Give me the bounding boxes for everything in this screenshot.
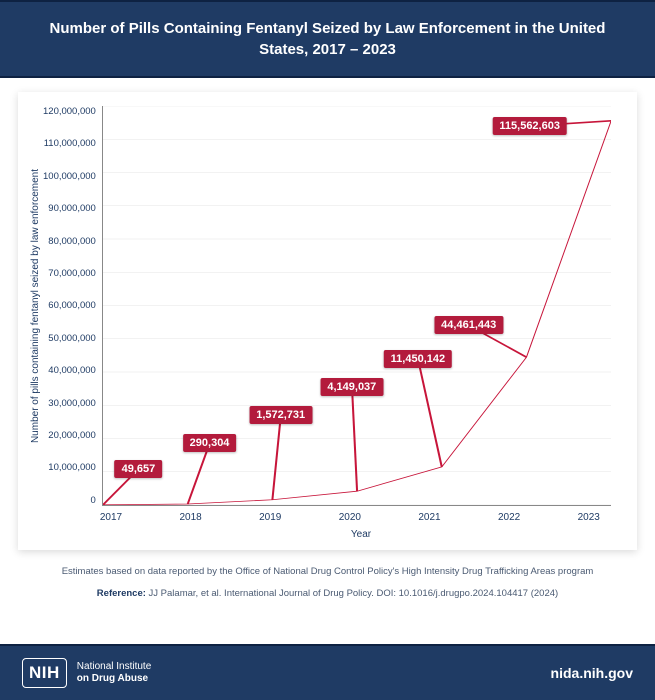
y-tick: 0 bbox=[43, 495, 96, 506]
y-tick: 10,000,000 bbox=[43, 462, 96, 473]
x-tick: 2018 bbox=[180, 512, 202, 523]
y-tick: 90,000,000 bbox=[43, 203, 96, 214]
y-tick: 120,000,000 bbox=[43, 106, 96, 117]
data-callout: 4,149,037 bbox=[320, 378, 383, 396]
x-axis-ticks: 2017201820192020202120222023 bbox=[111, 506, 611, 523]
x-tick: 2021 bbox=[418, 512, 440, 523]
data-callout: 290,304 bbox=[183, 434, 237, 452]
y-tick: 50,000,000 bbox=[43, 333, 96, 344]
x-tick: 2019 bbox=[259, 512, 281, 523]
y-tick: 40,000,000 bbox=[43, 365, 96, 376]
y-tick: 80,000,000 bbox=[43, 236, 96, 247]
reference-text: JJ Palamar, et al. International Journal… bbox=[149, 588, 559, 599]
reference-label: Reference: bbox=[97, 588, 146, 599]
x-tick: 2017 bbox=[100, 512, 122, 523]
x-tick: 2023 bbox=[578, 512, 600, 523]
y-axis-label: Number of pills containing fentanyl seiz… bbox=[28, 169, 43, 443]
x-tick: 2020 bbox=[339, 512, 361, 523]
page-footer: NIH National Institute on Drug Abuse nid… bbox=[0, 644, 655, 700]
org-line-2: on Drug Abuse bbox=[77, 673, 152, 686]
chart-svg bbox=[103, 106, 611, 505]
reference-note: Reference: JJ Palamar, et al. Internatio… bbox=[48, 586, 607, 602]
x-axis-label: Year bbox=[111, 529, 611, 540]
y-tick: 30,000,000 bbox=[43, 398, 96, 409]
chart-notes: Estimates based on data reported by the … bbox=[18, 550, 637, 602]
org-line-1: National Institute bbox=[77, 661, 152, 674]
nih-logo: NIH bbox=[22, 658, 67, 688]
y-axis-ticks: 120,000,000 110,000,000 100,000,000 90,000,… bbox=[43, 106, 102, 506]
chart-plot-area: 49,657 290,304 1,572,731 4,149,03711,450,14… bbox=[102, 106, 611, 506]
chart-card: Number of pills containing fentanyl seiz… bbox=[18, 92, 637, 550]
y-tick: 70,000,000 bbox=[43, 268, 96, 279]
page-title: Number of Pills Containing Fentanyl Seiz… bbox=[0, 0, 655, 78]
data-callout: 115,562,603 bbox=[492, 117, 567, 135]
y-tick: 110,000,000 bbox=[43, 138, 96, 149]
x-tick: 2022 bbox=[498, 512, 520, 523]
y-tick: 60,000,000 bbox=[43, 300, 96, 311]
data-callout: 49,657 bbox=[115, 460, 163, 478]
y-tick: 20,000,000 bbox=[43, 430, 96, 441]
data-callout: 1,572,731 bbox=[249, 406, 312, 424]
brand-block: NIH National Institute on Drug Abuse bbox=[22, 658, 151, 688]
chart-container: Number of pills containing fentanyl seiz… bbox=[0, 78, 655, 602]
data-callout: 11,450,142 bbox=[384, 350, 452, 368]
site-url: nida.nih.gov bbox=[551, 665, 633, 681]
y-tick: 100,000,000 bbox=[43, 171, 96, 182]
estimate-note: Estimates based on data reported by the … bbox=[48, 564, 607, 580]
brand-text: National Institute on Drug Abuse bbox=[77, 661, 152, 686]
data-callout: 44,461,443 bbox=[434, 316, 503, 334]
